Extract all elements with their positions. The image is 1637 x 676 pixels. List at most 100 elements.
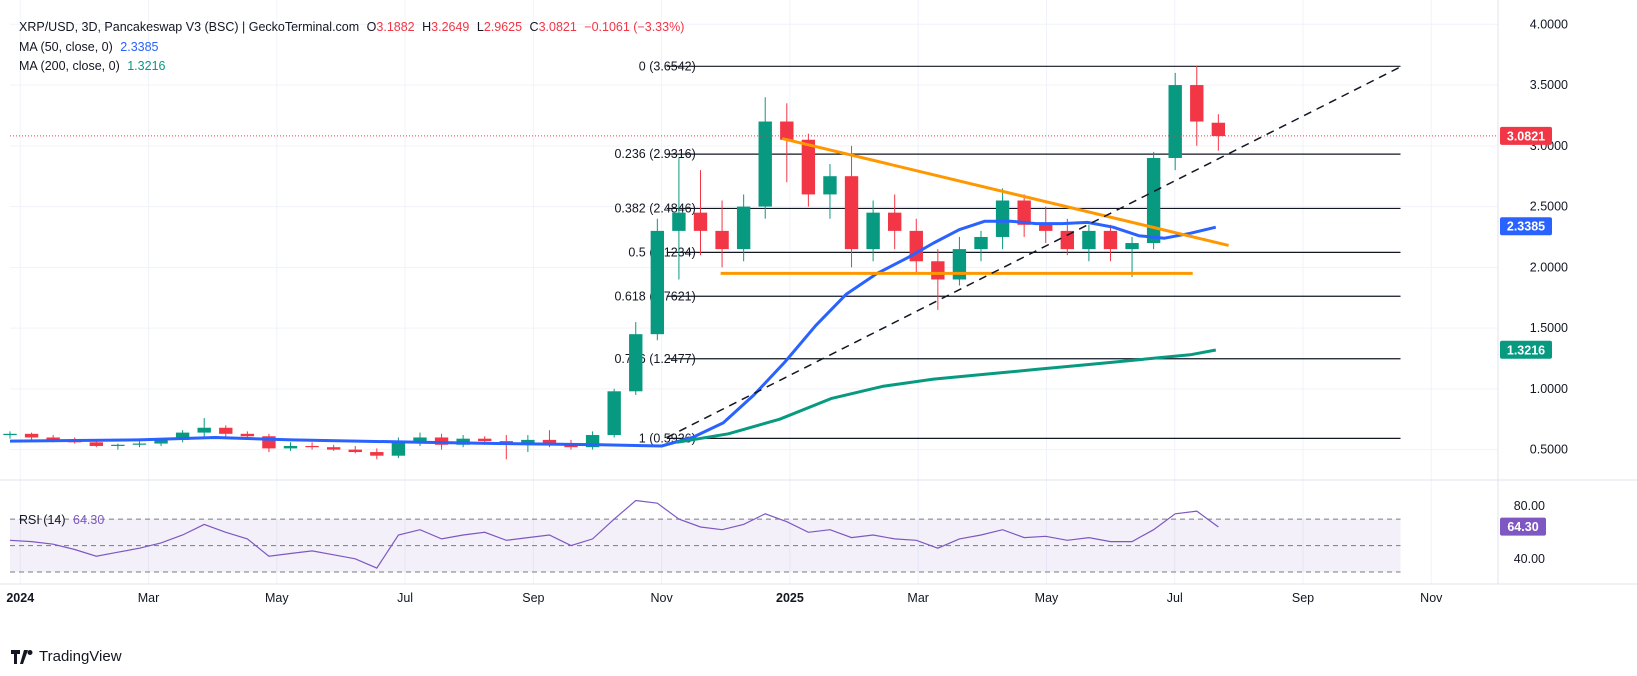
price-axis-label: 1.5000 — [1530, 321, 1568, 335]
ascending-trend-trendline — [666, 66, 1401, 439]
candle-body — [370, 452, 384, 456]
time-axis-label: 2024 — [6, 591, 34, 605]
close-label: C — [529, 20, 539, 34]
last-price-badge — [1500, 126, 1552, 145]
ma50-badge — [1500, 217, 1552, 236]
time-axis-label: Mar — [907, 591, 929, 605]
time-axis-label: Sep — [1292, 591, 1314, 605]
ma50-badge-label: 2.3385 — [1507, 220, 1545, 234]
candle-body — [1060, 230, 1075, 250]
candle-body — [1211, 122, 1226, 137]
candle-body — [283, 445, 298, 449]
candle-body — [607, 391, 621, 436]
rsi-axis-label: 40.00 — [1514, 552, 1545, 566]
rsi-last-badge — [1500, 517, 1546, 536]
time-axis-label: Jul — [397, 591, 413, 605]
open-value: 3.1882 — [376, 20, 415, 34]
close-value: 3.0821 — [538, 20, 577, 34]
candle-body — [1017, 200, 1031, 225]
candle-body — [1103, 230, 1118, 250]
candle-body — [715, 230, 729, 250]
fib-level-label: 0.236 (2.9316) — [614, 147, 695, 161]
ma200-legend[interactable]: MA (200, close, 0) 1.3216 — [19, 59, 169, 73]
candle-body — [175, 432, 190, 440]
time-axis-label: Jul — [1167, 591, 1183, 605]
candle-body — [1039, 224, 1053, 231]
ma200-value: 1.3216 — [127, 59, 166, 73]
candle-body — [1146, 157, 1161, 244]
candle-body — [521, 439, 535, 444]
time-axis-label: Sep — [522, 591, 544, 605]
candle-body — [542, 439, 557, 444]
symbol-legend: XRP/USD, 3D, Pancakeswap V3 (BSC) | Geck… — [19, 20, 688, 34]
last-price-badge-label: 3.0821 — [1507, 129, 1545, 143]
time-axis-label: Nov — [1420, 591, 1443, 605]
brand-name: TradingView — [39, 648, 122, 665]
rsi-legend[interactable]: RSI (14) 64.30 — [19, 513, 108, 527]
candle-body — [952, 249, 967, 280]
price-axis-label: 4.0000 — [1530, 17, 1568, 31]
price-axis-label: 2.5000 — [1530, 200, 1568, 214]
candle-body — [240, 433, 255, 437]
time-axis-label: May — [1035, 591, 1059, 605]
candle-body — [478, 438, 492, 442]
candle-body — [888, 212, 902, 231]
candle-body — [3, 433, 17, 436]
candle-body — [1168, 85, 1182, 158]
candle-body — [46, 437, 60, 440]
rsi-label: RSI (14) — [19, 513, 66, 527]
candle-body — [111, 444, 125, 446]
candle-body — [844, 176, 859, 250]
candle-body — [413, 437, 427, 442]
low-label: L — [476, 20, 484, 34]
candle-body — [866, 212, 880, 250]
candle-body — [780, 121, 794, 140]
tradingview-logo-icon — [11, 649, 33, 664]
change-value: −0.1061 (−3.33%) — [584, 20, 685, 34]
candle-body — [758, 121, 772, 207]
candle-body — [305, 445, 319, 448]
candle-body — [801, 139, 816, 195]
candle-body — [348, 449, 362, 453]
candle-body — [24, 433, 39, 438]
time-axis-label: Mar — [138, 591, 160, 605]
candle-body — [672, 212, 686, 231]
rsi-axis-label: 80.00 — [1514, 499, 1545, 513]
candle-body — [1082, 230, 1096, 250]
candle-body — [629, 334, 643, 392]
rsi-value: 64.30 — [73, 513, 105, 527]
candle-body — [132, 443, 147, 445]
high-label: H — [422, 20, 432, 34]
tradingview-brand[interactable]: TradingView — [11, 648, 122, 665]
price-axis-label: 1.0000 — [1530, 382, 1568, 396]
candle-body — [995, 200, 1010, 237]
candle-body — [197, 427, 211, 433]
candle-body — [931, 261, 945, 280]
time-axis-label: Nov — [651, 591, 674, 605]
low-value: 2.9625 — [483, 20, 523, 34]
ma50-legend[interactable]: MA (50, close, 0) 2.3385 — [19, 40, 163, 54]
fib-level-label: 0.786 (1.2477) — [614, 352, 695, 366]
ma50-label: MA (50, close, 0) — [19, 40, 113, 54]
ma200-badge-label: 1.3216 — [1507, 343, 1545, 357]
descending-resistance-trendline — [781, 137, 1229, 247]
candle-body — [1125, 243, 1139, 250]
price-axis-label: 2.0000 — [1530, 260, 1568, 274]
candle-body — [434, 437, 449, 445]
candle-body — [154, 439, 168, 444]
candle-body — [326, 447, 341, 450]
candle-body — [219, 427, 233, 434]
candle-body — [823, 176, 837, 195]
ma50-line — [9, 219, 1217, 448]
rsi-last-badge-label: 64.30 — [1507, 520, 1538, 534]
candle-body — [974, 236, 988, 250]
open-label: O — [366, 20, 377, 34]
candle-body — [650, 230, 665, 335]
candle-body — [693, 212, 708, 231]
ma200-label: MA (200, close, 0) — [19, 59, 120, 73]
price-axis-label: 0.5000 — [1530, 443, 1568, 457]
price-axis-label: 3.5000 — [1530, 78, 1568, 92]
symbol-title: XRP/USD, 3D, Pancakeswap V3 (BSC) | Geck… — [19, 20, 360, 34]
